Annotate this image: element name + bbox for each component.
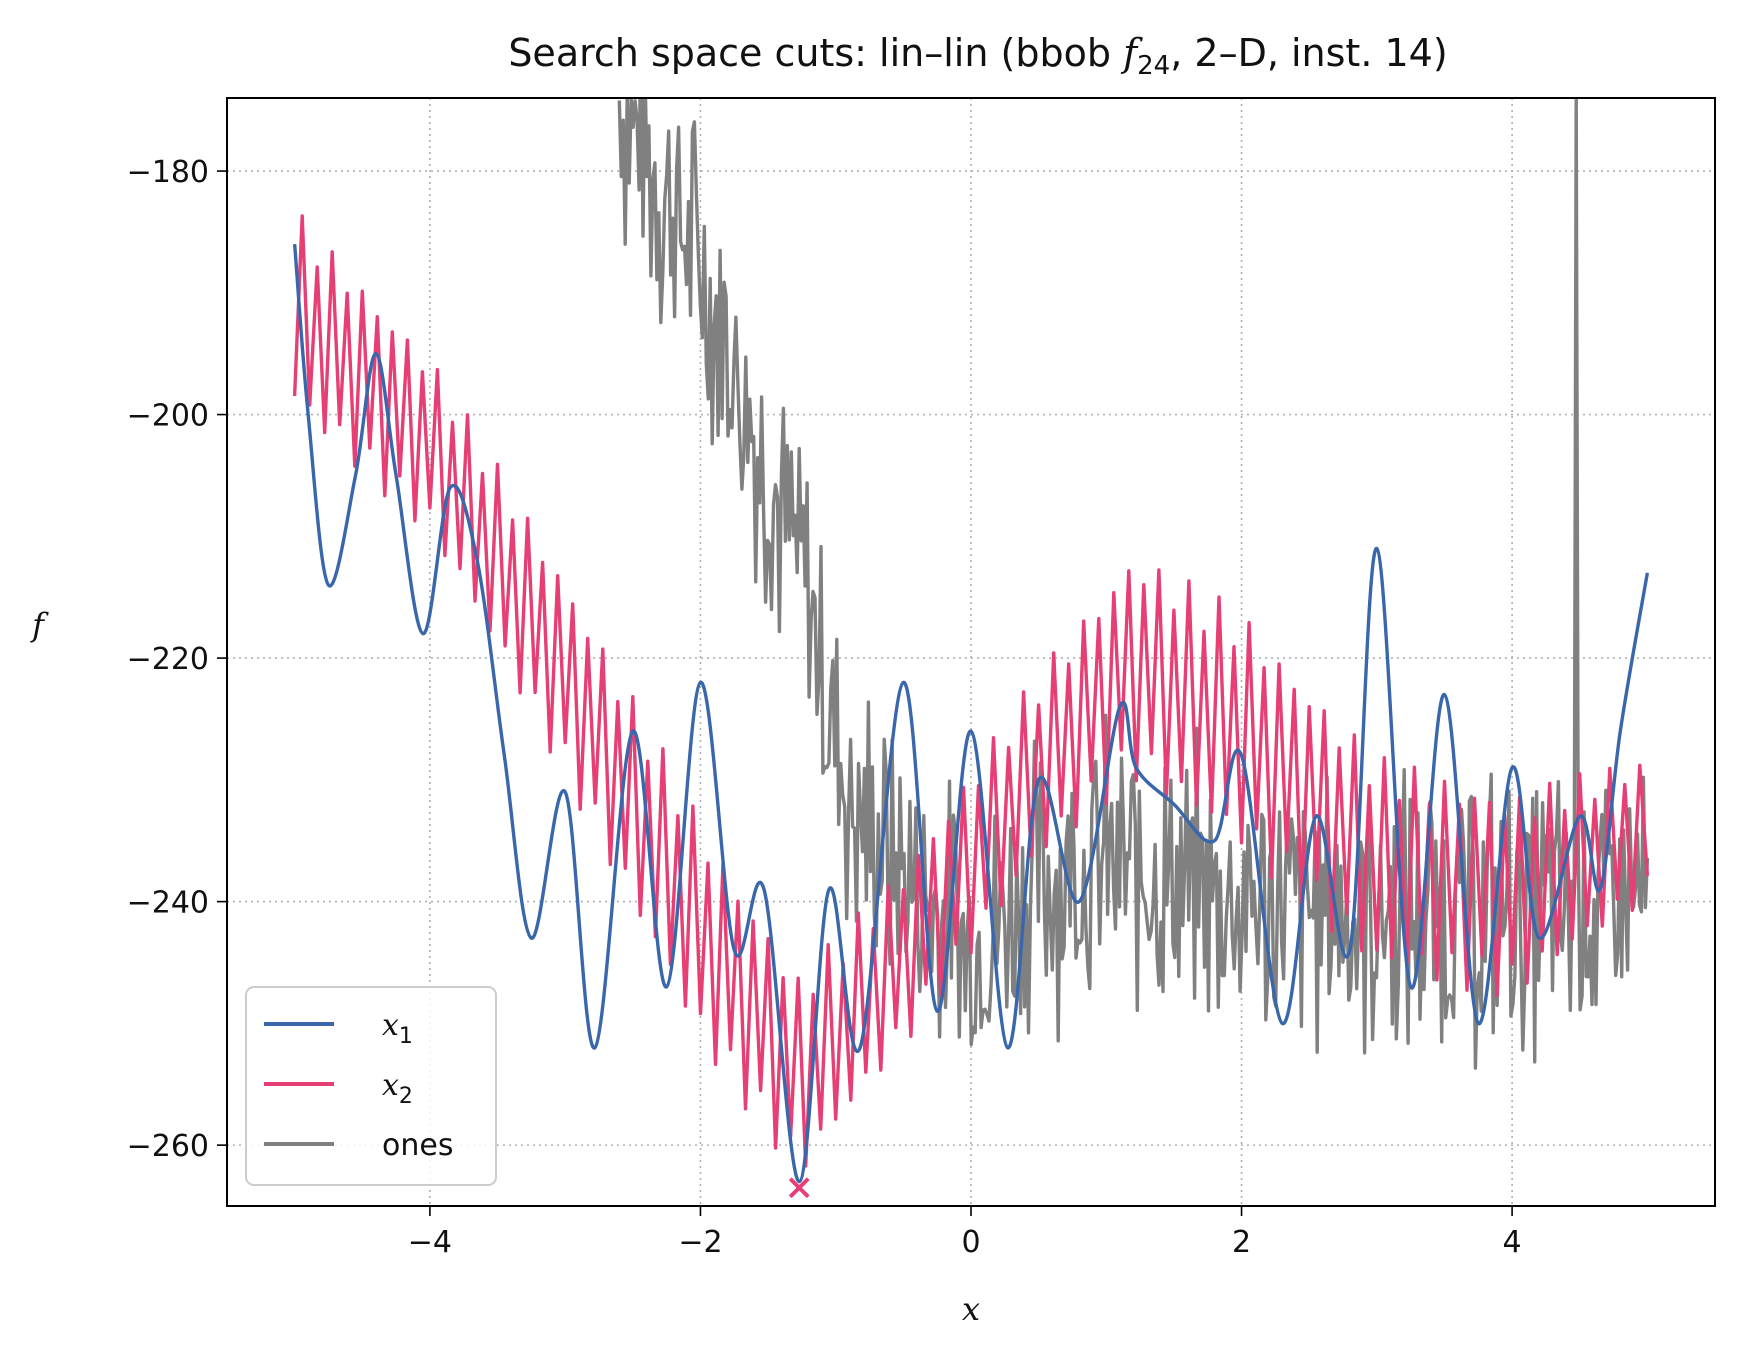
chart-title-prefix: Search space cuts: lin–lin (bbob xyxy=(508,31,1123,75)
legend-item: ones xyxy=(264,1128,453,1163)
ticks-layer: −4 −2 0 2 4 −260 −240 −220 −200 −180 xyxy=(127,155,1522,1260)
legend-label: x1 xyxy=(382,1008,413,1049)
x-tick-label: 2 xyxy=(1232,1225,1251,1260)
marker-layer xyxy=(788,1177,810,1199)
chart-title: Search space cuts: lin–lin (bbob f24, 2–… xyxy=(508,31,1447,81)
series-layer xyxy=(292,98,1650,1184)
y-axis-label: f xyxy=(30,606,49,644)
legend-box xyxy=(245,986,497,1186)
x-axis-label: x xyxy=(962,1290,980,1328)
legend-label: x2 xyxy=(382,1068,413,1109)
y-tick-label: −220 xyxy=(127,642,209,677)
x-tick-label: −2 xyxy=(678,1225,722,1260)
y-tick-label: −240 xyxy=(127,886,209,921)
series-x1-line xyxy=(292,243,1650,1184)
chart-title-suffix: , 2–D, inst. 14) xyxy=(1170,31,1447,75)
optimum-marker xyxy=(788,1177,810,1199)
chart-title-func-sub: 24 xyxy=(1137,51,1170,81)
legend-item: x1 xyxy=(264,1008,413,1049)
grid-layer xyxy=(227,98,1715,1206)
series-x2-line xyxy=(292,214,1650,1168)
series-ones-line xyxy=(617,98,1650,1070)
x-tick-label: 4 xyxy=(1503,1225,1522,1260)
y-tick-label: −200 xyxy=(127,399,209,434)
y-tick-label: −260 xyxy=(127,1129,209,1164)
x-tick-label: −4 xyxy=(408,1225,452,1260)
y-tick-label: −180 xyxy=(127,155,209,190)
legend-item: x2 xyxy=(264,1068,413,1109)
legend-label: ones xyxy=(382,1128,453,1163)
legend: x1 x2 ones xyxy=(245,986,497,1186)
x-tick-label: 0 xyxy=(961,1225,980,1260)
